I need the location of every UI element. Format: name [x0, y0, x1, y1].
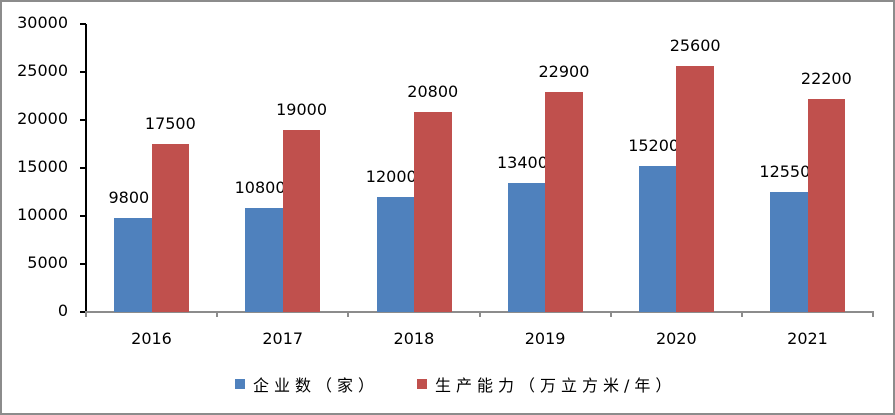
x-tick — [478, 311, 481, 317]
bar-enterprises — [638, 166, 677, 312]
y-tick — [80, 215, 86, 217]
x-tick-label: 2020 — [655, 329, 697, 348]
data-label: 25600 — [669, 36, 721, 56]
bar-enterprises — [245, 208, 283, 312]
y-tick-label: 20000 — [17, 109, 68, 128]
x-tick-label: 2018 — [393, 329, 435, 348]
y-tick — [80, 167, 86, 169]
bar-capacity — [807, 98, 846, 312]
data-label: 10800 — [234, 178, 286, 198]
legend-item-capacity: 生产能力（万立方米/年） — [417, 372, 676, 396]
data-label: 12000 — [365, 166, 417, 186]
data-label: 22900 — [538, 62, 590, 82]
data-label: 19000 — [276, 99, 327, 119]
y-axis-line — [85, 24, 87, 312]
x-tick — [741, 311, 743, 317]
bar-capacity — [414, 112, 452, 312]
y-tick-label: 10000 — [17, 205, 68, 224]
y-tick-label: 25000 — [17, 61, 68, 80]
bar-capacity — [676, 66, 714, 312]
bar-capacity — [282, 129, 321, 312]
x-tick-label: 2016 — [131, 329, 172, 348]
data-label: 12550 — [759, 161, 811, 181]
data-label: 22200 — [800, 68, 852, 88]
legend-swatch-blue — [235, 379, 245, 389]
y-tick-label: 5000 — [27, 253, 68, 272]
x-tick — [85, 311, 87, 317]
x-tick-label: 2021 — [787, 329, 828, 348]
data-label: 9800 — [108, 187, 150, 207]
legend-swatch-red — [417, 379, 428, 389]
x-tick — [347, 311, 350, 317]
x-tick — [872, 311, 875, 317]
bar-enterprises — [376, 196, 414, 312]
legend: 企业数（家） 生产能力（万立方米/年） — [235, 372, 714, 396]
legend-label: 生产能力（万立方米/年） — [435, 376, 677, 395]
data-label: 13400 — [496, 153, 548, 173]
legend-label: 企业数（家） — [253, 376, 380, 395]
x-tick-label: 2017 — [262, 329, 304, 348]
y-tick — [80, 119, 86, 121]
y-tick — [80, 23, 86, 25]
y-tick — [80, 311, 86, 313]
x-tick-label: 2019 — [524, 329, 566, 348]
x-tick — [609, 311, 612, 317]
bar-capacity — [545, 92, 583, 312]
data-label: 15200 — [628, 136, 680, 156]
data-label: 20800 — [407, 82, 459, 102]
bar-enterprises — [507, 183, 546, 312]
data-label: 17500 — [144, 114, 196, 133]
y-tick — [80, 71, 86, 73]
bar-enterprises — [114, 217, 152, 312]
y-tick-label: 30000 — [17, 13, 68, 32]
y-tick-label: 15000 — [17, 157, 68, 176]
x-tick — [216, 311, 219, 317]
y-tick — [80, 263, 86, 265]
y-tick-label: 0 — [57, 301, 68, 320]
bar-capacity — [151, 144, 190, 312]
legend-item-enterprises: 企业数（家） — [235, 372, 379, 396]
bar-enterprises — [770, 191, 808, 312]
